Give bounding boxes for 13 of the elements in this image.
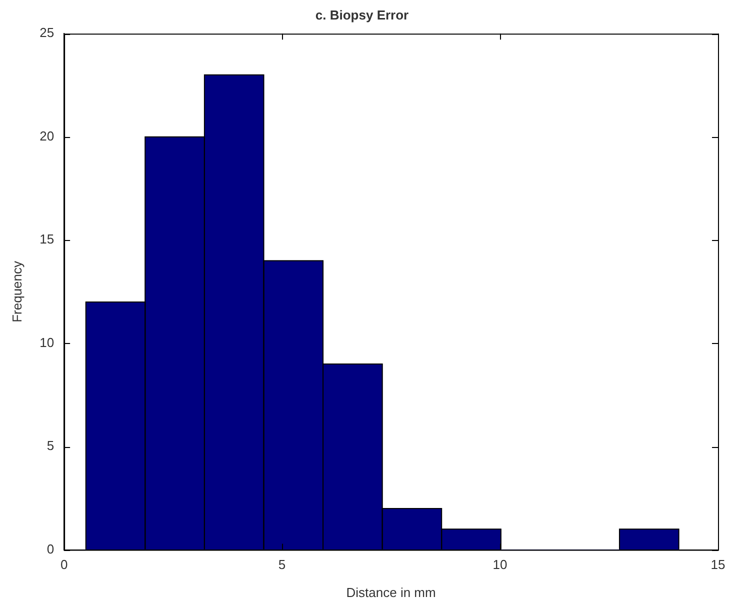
y-tick-label: 25 xyxy=(40,25,54,40)
x-tick-label: 5 xyxy=(278,557,286,572)
chart-title: c. Biopsy Error xyxy=(315,7,409,22)
x-axis-title: Distance in mm xyxy=(346,584,436,600)
x-tick-label: 0 xyxy=(60,557,68,572)
y-axis-title: Frequency xyxy=(9,260,24,322)
x-tick-label: 15 xyxy=(710,557,726,572)
y-tick-label: 15 xyxy=(40,232,54,247)
y-tick-label: 5 xyxy=(46,438,54,454)
y-tick-label: 0 xyxy=(46,541,54,556)
x-tick-label: 10 xyxy=(492,557,508,572)
y-tick-label: 10 xyxy=(40,334,54,350)
y-tick-label: 20 xyxy=(40,128,54,144)
